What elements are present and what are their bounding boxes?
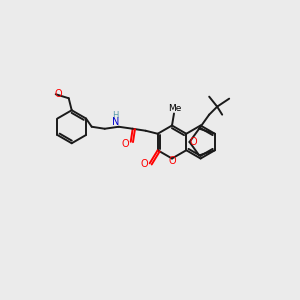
Text: H: H [112, 111, 119, 120]
Text: O: O [122, 139, 130, 149]
Text: O: O [55, 89, 62, 99]
Text: O: O [190, 137, 197, 147]
Text: N: N [112, 117, 119, 127]
Text: O: O [141, 159, 148, 169]
Text: O: O [168, 155, 176, 166]
Text: Me: Me [168, 104, 182, 113]
